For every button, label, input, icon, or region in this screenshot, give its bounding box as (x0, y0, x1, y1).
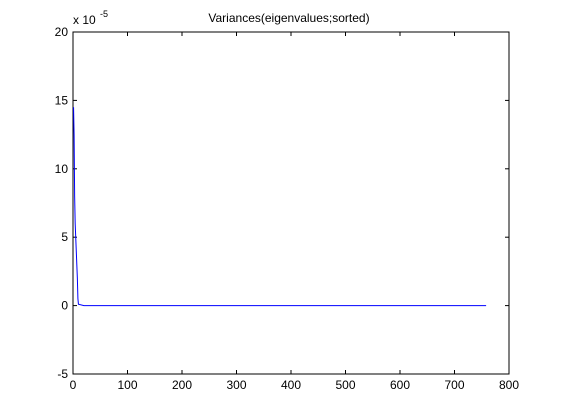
x-tick-label: 700 (444, 378, 464, 392)
x-tick-label: 200 (172, 378, 192, 392)
x-tick-label: 300 (226, 378, 246, 392)
series-line (73, 107, 487, 307)
y-exponent-base: x 10 (73, 13, 96, 27)
y-tick-label: 0 (61, 299, 68, 313)
x-tick-label: 400 (281, 378, 301, 392)
y-exponent-label: x 10 -5 (73, 9, 108, 27)
x-tick-label: 800 (499, 378, 519, 392)
axes-box (72, 31, 510, 375)
y-tick-label: 5 (61, 230, 68, 244)
y-tick-label: 20 (55, 25, 69, 39)
x-tick-label: 0 (70, 378, 77, 392)
y-tick-label: -5 (57, 367, 68, 381)
x-tick-label: 100 (117, 378, 137, 392)
y-tick-label: 10 (55, 162, 69, 176)
y-exponent-power: -5 (100, 9, 108, 19)
x-tick-label: 600 (390, 378, 410, 392)
x-tick-label: 500 (335, 378, 355, 392)
chart-title: Variances(eigenvalues;sorted) (208, 11, 369, 25)
y-tick-label: 15 (55, 93, 69, 107)
